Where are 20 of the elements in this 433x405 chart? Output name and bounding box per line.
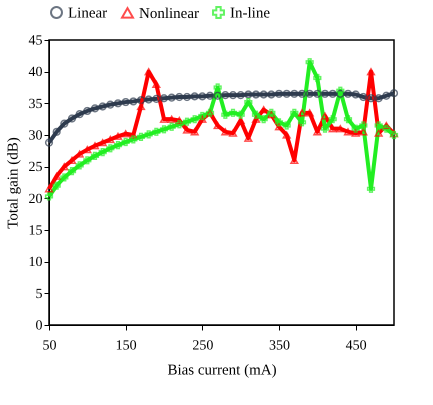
x-tick-label: 150 bbox=[116, 338, 137, 354]
x-tick-label: 250 bbox=[192, 338, 214, 354]
y-tick-label: 10 bbox=[28, 255, 42, 270]
legend-label: Nonlinear bbox=[139, 6, 199, 22]
y-tick-label: 35 bbox=[28, 96, 42, 112]
y-tick-label: 0 bbox=[36, 318, 42, 334]
x-tick-label: 50 bbox=[42, 338, 56, 354]
y-tick-label: 30 bbox=[28, 128, 42, 144]
y-tick-label: 45 bbox=[28, 34, 42, 48]
y-tick-label: 40 bbox=[28, 65, 42, 80]
y-tick-label: 25 bbox=[28, 160, 42, 176]
y-tick-label: 20 bbox=[28, 192, 42, 207]
x-tick-label: 350 bbox=[269, 338, 290, 354]
legend-label: In-line bbox=[230, 6, 270, 22]
y-tick-label: 5 bbox=[36, 286, 42, 302]
x-tick-label: 450 bbox=[346, 338, 367, 354]
y-tick-label: 15 bbox=[28, 224, 42, 238]
y-axis-title: Total gain (dB) bbox=[6, 137, 22, 229]
x-axis-title: Bias current (mA) bbox=[167, 362, 277, 378]
legend-label: Linear bbox=[68, 6, 108, 22]
